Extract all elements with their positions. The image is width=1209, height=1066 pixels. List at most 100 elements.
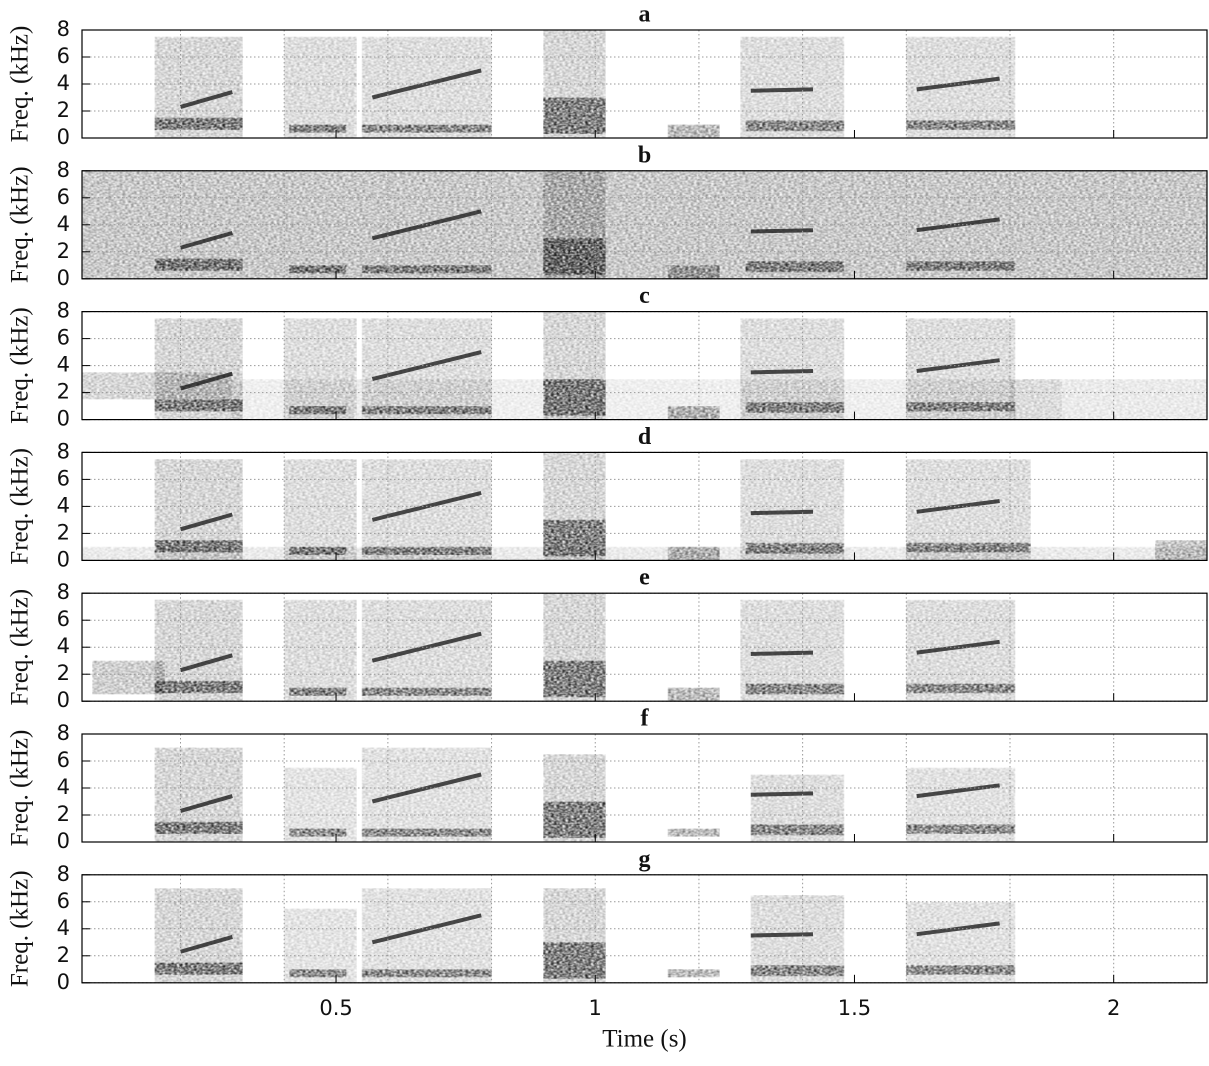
energy-region [289,546,347,555]
plot-area [82,452,1207,561]
energy-region [361,546,492,555]
x-tick-label: 2 [1107,996,1120,1020]
plot-area [154,888,1016,983]
energy-region [543,97,606,134]
plot-area [92,593,1016,702]
y-axis-label: Freq. (kHz) [7,26,34,143]
axes-frame [81,311,1208,421]
energy-region [745,542,845,554]
energy-region [667,687,720,702]
y-axis-label: Freq. (kHz) [7,307,34,424]
panel: 0 2 4 6 8 c Freq. (kHz) [7,283,1208,431]
y-tick-label: 4 [57,71,70,95]
y-tick-label: 2 [57,520,70,544]
energy-region [284,318,357,420]
plot-area [154,747,1016,842]
y-tick-label: 4 [57,634,70,658]
y-tick-label: 0 [57,547,70,571]
formant-track [750,369,814,375]
energy-region [667,124,720,138]
energy-region [667,828,720,837]
y-tick-label: 2 [57,98,70,122]
panel-title: f [641,706,650,732]
energy-region [361,687,492,696]
energy-region [745,683,845,695]
panel: 0 2 4 6 8 f Freq. (kHz) [7,706,1208,853]
formant-track [179,653,233,673]
y-tick-label: 4 [57,212,70,236]
y-axis-label: Freq. (kHz) [7,870,34,987]
x-tick-label: 0.5 [319,996,352,1020]
energy-region [906,965,1016,975]
y-axis-label: Freq. (kHz) [7,589,34,706]
energy-region [289,969,347,978]
y-tick-label: 0 [57,829,70,853]
formant-track [750,228,814,234]
axes-frame [81,29,1208,139]
axes-frame [81,170,1208,280]
energy-region [361,36,492,138]
energy-region [284,599,357,702]
axes-frame [81,874,1208,984]
energy-region [154,821,243,834]
formant-track [750,791,814,797]
panel: 0 2 4 6 8 b Freq. (kHz) [7,142,1208,290]
axes-frame [81,592,1208,702]
y-tick-label: 6 [57,748,70,772]
energy-region [745,120,845,132]
energy-region [82,546,1207,561]
y-tick-label: 6 [57,44,70,68]
panel: 0 2 4 6 8 d Freq. (kHz) [7,424,1208,571]
energy-region [284,36,357,138]
energy-region [361,265,492,274]
y-tick-label: 8 [57,862,70,886]
energy-region [543,801,606,838]
energy-region [543,660,606,698]
formant-track [750,509,814,516]
energy-region [906,120,1016,130]
y-tick-label: 6 [57,889,70,913]
panel-title: e [639,565,650,591]
y-tick-label: 0 [57,266,70,290]
energy-region [361,828,492,837]
energy-region [667,546,720,561]
plot-area [82,311,1207,420]
y-tick-label: 2 [57,239,70,263]
energy-region [543,942,606,979]
energy-region [750,965,845,977]
energy-region [543,238,606,275]
energy-region [361,969,492,978]
energy-region [745,261,845,273]
y-tick-label: 0 [57,125,70,149]
y-tick-label: 8 [57,299,70,323]
y-tick-label: 6 [57,466,70,490]
y-tick-label: 8 [57,580,70,604]
energy-region [361,124,492,133]
energy-region [289,265,347,274]
energy-region [154,258,243,271]
energy-region [667,969,720,978]
y-axis-label: Freq. (kHz) [7,166,34,283]
energy-region [361,599,492,702]
energy-region [750,824,845,836]
energy-region [284,459,357,561]
energy-region [667,406,720,420]
formant-track [750,87,814,93]
y-tick-label: 6 [57,326,70,350]
energy-region [906,683,1016,694]
energy-region [154,399,243,412]
energy-region [1009,379,1207,420]
energy-region [361,318,492,420]
y-axis-label: Freq. (kHz) [7,730,34,847]
formant-track [179,230,233,250]
formant-track [179,90,233,109]
x-tick-label: 1.5 [838,996,871,1020]
energy-region [289,124,347,133]
y-tick-label: 0 [57,407,70,431]
formant-track [750,650,814,656]
formant-track [179,371,233,391]
x-axis-label: Time (s) [602,1026,687,1053]
y-tick-label: 4 [57,916,70,940]
energy-region [154,540,243,553]
